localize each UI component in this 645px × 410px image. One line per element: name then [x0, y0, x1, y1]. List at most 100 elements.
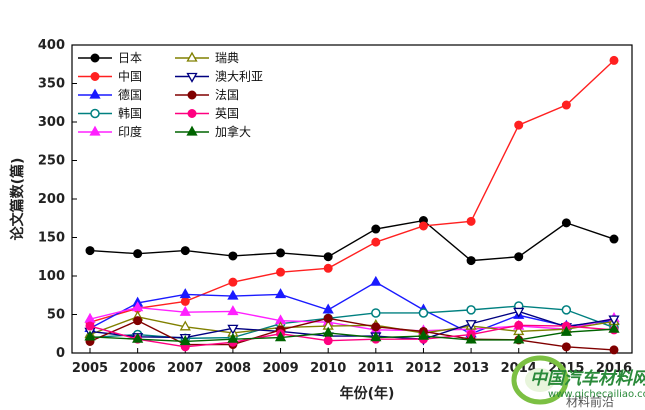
data-point — [561, 305, 572, 315]
legend-marker — [90, 108, 100, 119]
data-point — [84, 330, 96, 341]
data-point — [179, 335, 191, 346]
data-point — [371, 308, 381, 318]
x-tick-label: 2008 — [215, 361, 251, 376]
legend-marker — [89, 125, 101, 136]
data-point — [466, 305, 476, 315]
series-line — [89, 310, 615, 340]
watermark: 中国汽车材料网 www.qichecailiao.com 材料前沿 — [511, 355, 645, 409]
legend-item: 德国 — [78, 87, 142, 102]
data-point — [322, 303, 334, 314]
series-line — [89, 316, 615, 336]
data-point — [276, 248, 286, 258]
data-point — [466, 256, 476, 266]
data-point — [466, 216, 476, 226]
legend-marker — [186, 125, 198, 136]
legend-item: 印度 — [78, 124, 142, 139]
data-point — [370, 331, 382, 342]
data-point — [180, 296, 190, 306]
legend-item: 澳大利亚 — [175, 70, 263, 84]
x-tick-label: 2011 — [358, 361, 394, 376]
series-line — [89, 59, 615, 323]
data-point — [276, 267, 286, 277]
data-point — [513, 307, 525, 318]
x-tick-label: 2007 — [167, 361, 203, 376]
plot-area — [71, 44, 633, 354]
x-tick-label: 2012 — [405, 361, 441, 376]
legend-label: 韩国 — [118, 106, 142, 121]
series-line — [89, 324, 615, 348]
legend-label: 英国 — [215, 107, 239, 121]
y-tick-label: 250 — [38, 154, 65, 169]
data-point — [418, 221, 428, 231]
data-point — [371, 237, 381, 247]
data-point — [85, 246, 95, 256]
legend-label: 日本 — [118, 51, 142, 65]
data-point — [514, 120, 524, 130]
data-point — [85, 321, 95, 331]
legend-marker — [186, 51, 198, 62]
series-layer — [84, 55, 620, 355]
legend-marker — [89, 88, 101, 99]
series-1 — [85, 55, 619, 327]
data-point — [370, 275, 382, 286]
data-point — [322, 326, 334, 337]
data-point — [133, 249, 143, 259]
data-point — [227, 305, 239, 316]
series-9 — [84, 322, 620, 346]
data-point — [228, 251, 238, 261]
series-line — [89, 219, 615, 262]
series-0 — [85, 216, 619, 266]
data-point — [323, 263, 333, 273]
legend-item: 日本 — [78, 51, 142, 65]
legend-label: 瑞典 — [215, 51, 239, 65]
data-point — [274, 288, 287, 299]
x-tick-label: 2009 — [262, 361, 298, 376]
legend-marker — [187, 90, 197, 100]
x-tick-label: 2006 — [120, 361, 156, 376]
data-point — [608, 315, 620, 326]
data-point — [561, 100, 571, 110]
axes: 0 50 100 150 200 250 300 350 400 2005 2006 2007 2008… — [38, 38, 632, 376]
legend-label: 中国 — [118, 69, 142, 84]
legend-marker — [90, 72, 100, 81]
data-point — [179, 288, 191, 299]
data-point — [228, 277, 238, 287]
data-point — [227, 332, 239, 343]
x-tick-label: 2013 — [453, 361, 489, 376]
y-tick-label: 100 — [38, 269, 65, 284]
data-point — [179, 305, 191, 316]
data-point — [608, 322, 620, 333]
data-point — [180, 246, 190, 256]
data-point — [323, 252, 333, 262]
data-point — [514, 320, 524, 330]
y-tick-label: 0 — [56, 346, 65, 361]
x-tick-label: 2005 — [72, 361, 108, 376]
data-point — [465, 333, 477, 344]
plot-frame — [71, 44, 633, 354]
legend-item: 法国 — [175, 88, 239, 102]
data-point — [133, 316, 143, 326]
legend-marker — [187, 109, 197, 118]
legend-label: 加拿大 — [215, 124, 251, 139]
legend-item: 瑞典 — [175, 51, 239, 65]
watermark-tag-text: 材料前沿 — [566, 394, 614, 409]
data-point — [227, 289, 239, 300]
series-line — [89, 281, 615, 335]
data-point — [417, 329, 430, 340]
data-point — [609, 345, 619, 355]
legend-label: 印度 — [118, 124, 142, 139]
data-point — [274, 331, 287, 342]
data-point — [179, 320, 191, 331]
legend-item: 韩国 — [78, 106, 142, 121]
legend-item: 加拿大 — [175, 124, 251, 139]
data-point — [132, 332, 144, 343]
data-point — [371, 322, 381, 332]
data-point — [560, 325, 572, 336]
x-axis-title: 年份(年) — [340, 385, 395, 402]
data-point — [514, 252, 524, 262]
legend-marker — [186, 72, 198, 83]
x-tick-label: 2010 — [310, 361, 346, 376]
